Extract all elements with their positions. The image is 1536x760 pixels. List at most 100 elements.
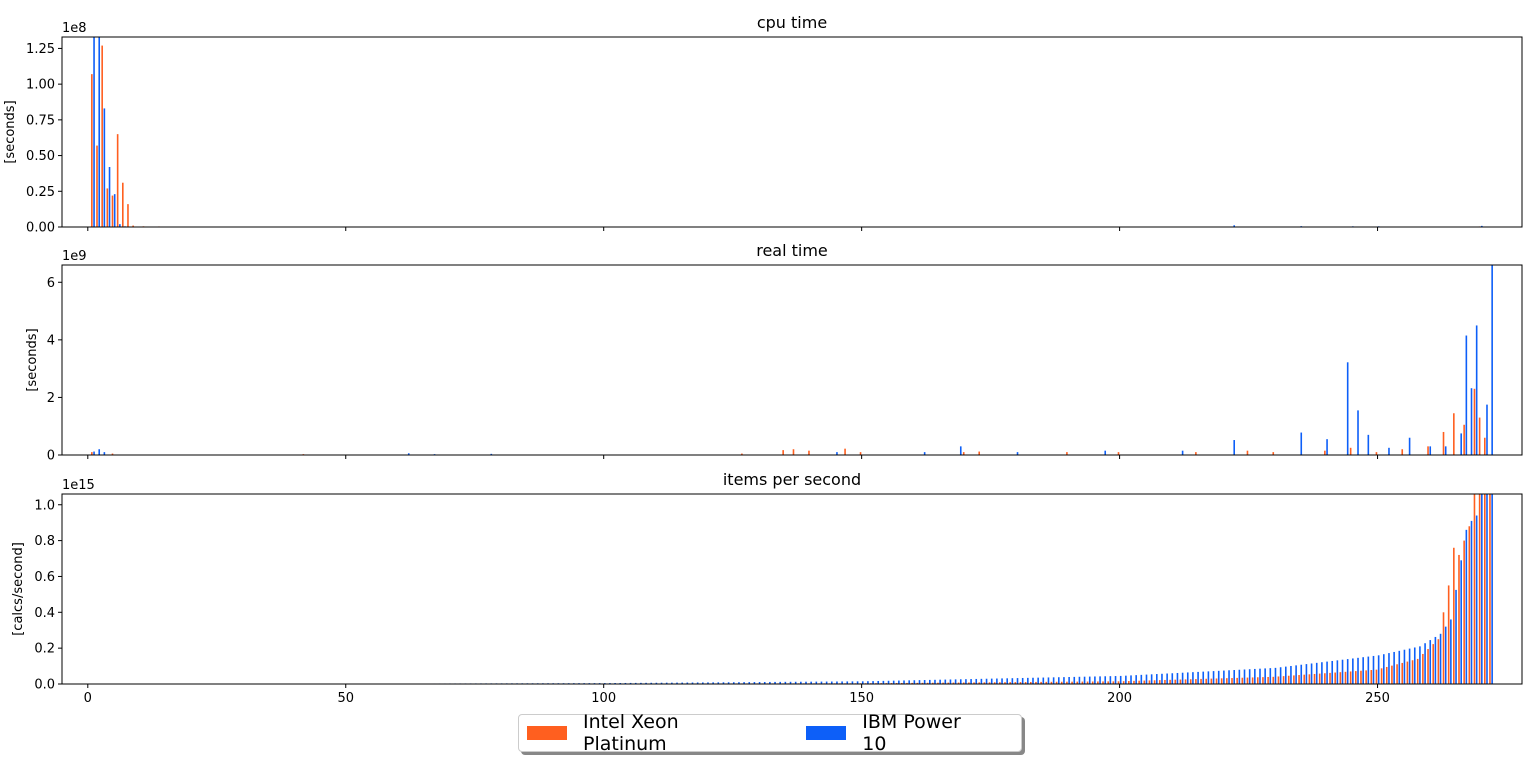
bar-intel <box>1076 681 1079 684</box>
bar-intel <box>1060 681 1063 684</box>
bar-intel <box>1035 681 1037 684</box>
bar-ibm <box>815 681 818 684</box>
bar-intel <box>1349 447 1352 455</box>
y-tick-label: 0 <box>47 449 55 464</box>
bar-ibm <box>1470 520 1473 684</box>
bar-ibm <box>887 680 890 684</box>
bar-ibm <box>1052 677 1055 684</box>
plot-frame <box>61 264 1523 456</box>
bar-intel <box>1138 680 1140 684</box>
bar-intel <box>1478 494 1481 684</box>
bar-intel <box>1246 450 1249 455</box>
bar-intel <box>1489 494 1491 684</box>
bar-intel <box>91 74 93 227</box>
bar-intel <box>1442 612 1445 684</box>
bar-ibm <box>1254 668 1256 684</box>
bar-ibm <box>702 682 704 684</box>
bar-intel <box>1318 673 1321 684</box>
bar-intel <box>1442 431 1445 455</box>
bar-ibm <box>1388 653 1390 684</box>
bar-ibm <box>1475 325 1478 455</box>
bar-intel <box>999 682 1001 684</box>
bar-intel <box>1396 664 1398 684</box>
bar-ibm <box>1367 434 1370 455</box>
bar-ibm <box>93 37 95 227</box>
bar-intel <box>1303 674 1306 684</box>
bar-intel <box>962 452 965 455</box>
bar-intel <box>96 145 98 227</box>
bar-intel <box>1189 679 1192 684</box>
bar-ibm <box>996 678 998 684</box>
bar-ibm <box>1284 666 1287 684</box>
bar-intel <box>1246 677 1249 684</box>
bar-intel <box>1380 668 1383 684</box>
bar-ibm <box>753 682 756 684</box>
bar-ibm <box>959 446 962 455</box>
y-axis-label: [seconds] <box>25 328 40 391</box>
legend-item-intel: Intel Xeon Platinum <box>527 711 768 755</box>
bar-ibm <box>732 682 735 684</box>
bar-ibm <box>645 682 647 684</box>
bar-ibm <box>1295 665 1297 684</box>
bar-intel <box>1066 452 1068 455</box>
bar-ibm <box>867 681 869 684</box>
bar-ibm <box>1315 662 1318 684</box>
legend-swatch-intel <box>527 726 567 740</box>
bar-intel <box>1355 671 1357 684</box>
bar-ibm <box>1016 452 1019 455</box>
bar-intel <box>1210 678 1213 684</box>
bar-intel <box>1158 680 1161 684</box>
y-tick-label: 1.0 <box>34 498 55 513</box>
bar-ibm <box>959 679 962 684</box>
bar-ibm <box>1357 657 1359 684</box>
bar-intel <box>926 682 929 684</box>
y-tick-label: 0.4 <box>34 606 55 621</box>
bar-intel <box>1081 681 1084 684</box>
bar-intel <box>1272 676 1275 684</box>
legend-item-ibm: IBM Power 10 <box>806 711 991 755</box>
bar-intel <box>1416 658 1419 684</box>
bar-ibm <box>851 681 854 684</box>
bar-ibm <box>985 678 988 684</box>
bar-ibm <box>1341 659 1344 684</box>
y-tick-label: 0.8 <box>34 534 55 549</box>
bar-ibm <box>1212 671 1215 684</box>
bar-ibm <box>1156 674 1158 684</box>
bar-intel <box>1262 677 1264 684</box>
bar-intel <box>1453 547 1455 684</box>
bar-ibm <box>774 681 776 684</box>
bar-ibm <box>712 682 714 684</box>
bar-intel <box>1040 681 1042 684</box>
bar-ibm <box>1104 676 1107 684</box>
chart-title: real time <box>756 241 828 260</box>
y-tick-label: 0.0 <box>34 678 55 693</box>
bar-ibm <box>1094 676 1096 684</box>
bar-intel <box>1128 681 1130 684</box>
bar-intel <box>1117 452 1120 455</box>
bar-ibm <box>1078 676 1081 684</box>
bar-ibm <box>98 37 101 227</box>
bar-ibm <box>1274 667 1277 684</box>
bar-intel <box>1050 681 1053 684</box>
x-tick-label: 200 <box>1107 691 1132 706</box>
bar-ibm <box>1310 663 1313 684</box>
bar-intel <box>1401 662 1404 684</box>
bar-ibm <box>1202 671 1205 684</box>
bar-ibm <box>624 682 627 684</box>
bar-ibm <box>93 451 95 455</box>
bar-ibm <box>779 681 781 684</box>
bars-group <box>364 494 1493 684</box>
bar-intel <box>1370 670 1373 684</box>
bar-intel <box>1143 680 1146 684</box>
bar-ibm <box>980 678 983 684</box>
bar-ibm <box>1001 678 1003 684</box>
bar-ibm <box>1140 674 1143 684</box>
bar-intel <box>1427 649 1429 684</box>
bar-intel <box>1365 670 1367 684</box>
bar-ibm <box>1321 662 1323 684</box>
bar-ibm <box>681 682 683 684</box>
bar-intel <box>1184 679 1187 684</box>
bar-ibm <box>1470 388 1473 455</box>
bar-ibm <box>1207 671 1210 684</box>
